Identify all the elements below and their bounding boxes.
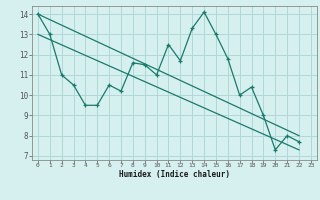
- X-axis label: Humidex (Indice chaleur): Humidex (Indice chaleur): [119, 170, 230, 179]
